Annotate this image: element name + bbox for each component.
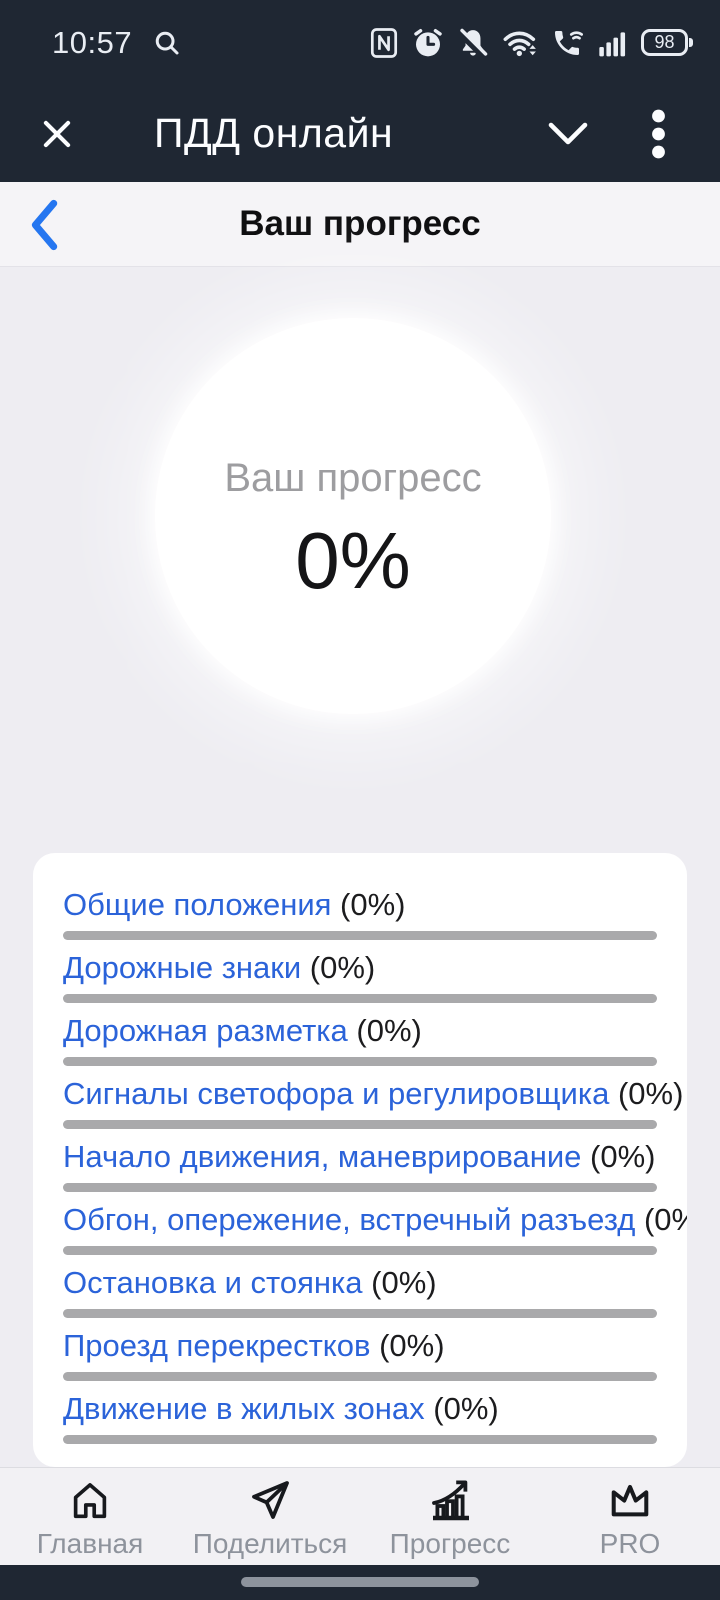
page-header: Ваш прогресс — [0, 182, 720, 267]
back-chevron-icon[interactable] — [20, 198, 68, 252]
category-row: Дорожные знаки (0%) — [63, 950, 657, 1013]
status-bar: 10:57 — [0, 0, 720, 85]
app-bar: ПДД онлайн — [0, 85, 720, 182]
category-link[interactable]: Проезд перекрестков — [63, 1328, 371, 1363]
category-link[interactable]: Дорожная разметка — [63, 1013, 348, 1048]
wifi-calling-icon — [551, 27, 583, 59]
signal-strength-icon — [596, 28, 628, 58]
home-indicator[interactable] — [241, 1577, 479, 1587]
category-row: Сигналы светофора и регулировщика (0%) — [63, 1076, 683, 1139]
category-percent: (0%) — [617, 1076, 684, 1111]
category-row: Общие положения (0%) — [63, 887, 657, 950]
category-percent: (0%) — [590, 1139, 656, 1174]
category-progress-bar — [63, 1120, 657, 1129]
category-progress-bar — [63, 994, 657, 1003]
nav-item-progress[interactable]: Прогресс — [360, 1468, 540, 1565]
category-progress-bar — [63, 931, 657, 940]
category-progress-bar — [63, 1372, 657, 1381]
nav-item-pro[interactable]: PRO — [540, 1468, 720, 1565]
category-percent: (0%) — [433, 1391, 499, 1426]
notifications-off-icon — [457, 27, 489, 59]
category-percent: (0%) — [379, 1328, 445, 1363]
bottom-nav: Главная Поделиться Прогресс — [0, 1467, 720, 1565]
category-link[interactable]: Дорожные знаки — [63, 950, 302, 985]
category-progress-bar — [63, 1183, 657, 1192]
crown-icon — [605, 1474, 655, 1526]
category-row: Проезд перекрестков (0%) — [63, 1328, 657, 1391]
category-link[interactable]: Общие положения — [63, 887, 332, 922]
nav-label: Главная — [36, 1528, 144, 1559]
progress-circle-label: Ваш прогресс — [224, 455, 482, 500]
status-icons: 98 — [369, 27, 694, 59]
nav-item-home[interactable]: Главная — [0, 1468, 180, 1565]
category-row: Дорожная разметка (0%) — [63, 1013, 657, 1076]
nav-label: Прогресс — [389, 1528, 511, 1559]
progress-circle: Ваш прогресс 0% — [155, 318, 551, 714]
nav-item-share[interactable]: Поделиться — [180, 1468, 360, 1565]
category-link[interactable]: Начало движения, маневрирование — [63, 1139, 582, 1174]
category-link[interactable]: Остановка и стоянка — [63, 1265, 363, 1300]
progress-circle-value: 0% — [295, 515, 411, 605]
close-icon[interactable] — [38, 115, 76, 153]
category-percent: (0%) — [371, 1265, 437, 1300]
category-link[interactable]: Движение в жилых зонах — [63, 1391, 425, 1426]
category-percent: (0%) — [356, 1013, 422, 1048]
category-progress-bar — [63, 1435, 657, 1444]
progress-chart-icon — [425, 1474, 475, 1526]
gesture-bar — [0, 1565, 720, 1600]
category-row: Начало движения, маневрирование (0%) — [63, 1139, 657, 1202]
alarm-icon — [412, 27, 444, 59]
kebab-menu-icon[interactable] — [651, 108, 666, 160]
category-row: Движение в жилых зонах (0%) — [63, 1391, 657, 1454]
category-row: Обгон, опережение, встречный разъезд (0%… — [63, 1202, 687, 1265]
share-icon — [246, 1474, 294, 1526]
category-row: Остановка и стоянка (0%) — [63, 1265, 657, 1328]
category-percent: (0%) — [340, 887, 406, 922]
home-icon — [67, 1474, 113, 1526]
chevron-down-icon[interactable] — [547, 120, 589, 148]
category-progress-bar — [63, 1057, 657, 1066]
category-percent: (0%) — [309, 950, 376, 985]
app-title: ПДД онлайн — [154, 110, 394, 156]
category-link[interactable]: Сигналы светофора и регулировщика — [63, 1076, 610, 1111]
category-progress-bar — [63, 1309, 657, 1318]
category-progress-bar — [63, 1246, 657, 1255]
nav-label: PRO — [599, 1528, 661, 1559]
categories-card: Общие положения (0%) Дорожные знаки (0%)… — [33, 853, 687, 1467]
clock: 10:57 — [52, 24, 133, 60]
nfc-icon — [369, 27, 399, 59]
battery-percent: 98 — [654, 32, 675, 52]
search-icon — [152, 28, 182, 58]
page-title: Ваш прогресс — [239, 204, 481, 243]
wifi-icon — [502, 27, 538, 59]
category-link[interactable]: Обгон, опережение, встречный разъезд — [63, 1202, 636, 1237]
category-percent: (0%) — [643, 1202, 687, 1237]
nav-label: Поделиться — [192, 1528, 348, 1559]
battery-icon: 98 — [641, 29, 693, 56]
